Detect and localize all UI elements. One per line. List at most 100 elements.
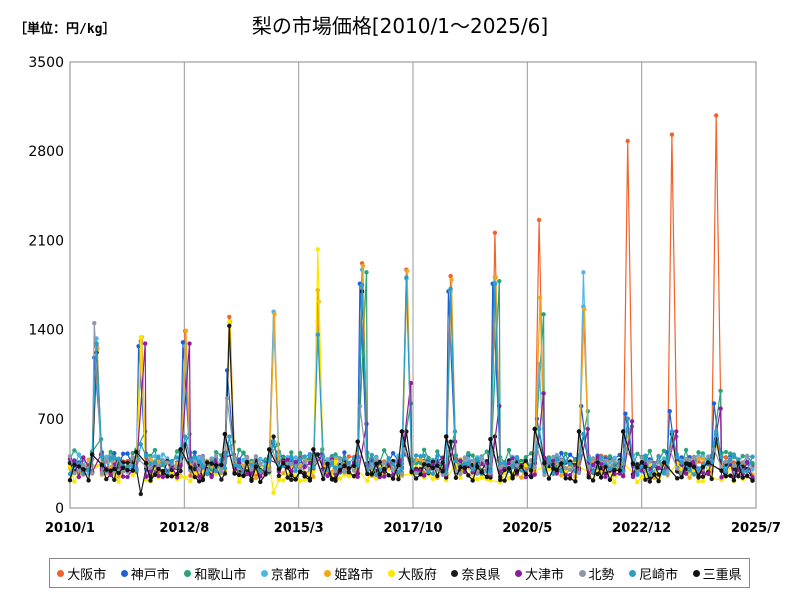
data-point (197, 474, 202, 479)
data-point (421, 453, 427, 458)
data-point (120, 474, 126, 479)
data-point (152, 447, 158, 453)
data-point (99, 470, 105, 476)
legend-marker-icon (260, 569, 268, 577)
data-point (72, 479, 77, 484)
data-point (718, 406, 723, 411)
data-point (458, 458, 463, 463)
data-point (462, 465, 467, 471)
data-point (413, 471, 419, 476)
data-point (377, 459, 382, 465)
data-point (213, 462, 219, 468)
data-point (421, 473, 427, 478)
data-point (213, 468, 219, 474)
data-point (404, 275, 409, 280)
data-point (559, 450, 564, 456)
data-point (444, 434, 449, 439)
data-point (399, 429, 405, 434)
data-point (244, 460, 250, 465)
legend-label: 北勢 (588, 567, 615, 583)
data-point (687, 475, 692, 480)
data-point (687, 457, 692, 463)
data-point (444, 470, 449, 475)
data-point (700, 465, 706, 470)
data-point (72, 448, 77, 453)
data-point (413, 453, 419, 458)
data-point (289, 473, 294, 478)
data-point (728, 457, 733, 462)
data-point (687, 468, 692, 473)
data-point (740, 453, 745, 459)
data-point (502, 460, 507, 466)
data-point (629, 419, 635, 424)
data-point (430, 471, 436, 476)
data-point (687, 462, 692, 468)
data-point (506, 447, 512, 453)
data-point (401, 447, 407, 452)
data-point (188, 458, 193, 463)
data-point (665, 459, 670, 464)
data-point (541, 312, 546, 317)
data-point (590, 478, 596, 483)
data-point (598, 461, 604, 466)
data-point (160, 461, 166, 466)
data-point (744, 473, 750, 478)
data-point (99, 454, 105, 459)
data-point (342, 450, 347, 455)
data-point (551, 471, 556, 477)
data-point (647, 459, 652, 464)
data-point (76, 464, 82, 469)
data-point (532, 465, 537, 470)
data-point (396, 463, 401, 468)
data-point (590, 456, 596, 461)
data-point (108, 456, 113, 461)
data-point (573, 469, 578, 474)
data-point (607, 466, 613, 471)
data-point (355, 439, 360, 444)
data-point (667, 409, 672, 414)
y-tick-label: 700 (37, 412, 64, 428)
data-point (94, 341, 99, 346)
data-point (346, 460, 351, 465)
data-point (374, 457, 379, 462)
data-point (134, 449, 139, 455)
legend: 大阪市 神戸市 和歌山市 京都市 姫路市 大阪府 奈良県 大津市 北勢 尼崎市 三重県 (49, 558, 750, 588)
data-point (669, 132, 675, 137)
legend-item: 三重県 (692, 564, 742, 583)
data-point (104, 476, 109, 482)
data-point (315, 247, 320, 252)
data-point (652, 472, 657, 477)
data-point (241, 473, 246, 479)
data-point (723, 469, 729, 474)
legend-label: 和歌山市 (194, 567, 247, 583)
data-point (253, 464, 259, 469)
data-point (364, 270, 369, 275)
data-point (390, 467, 396, 472)
data-point (72, 471, 77, 476)
data-point (174, 449, 180, 454)
data-point (554, 471, 559, 476)
data-point (148, 478, 153, 483)
data-point (267, 447, 272, 452)
data-point (448, 273, 453, 279)
data-point (152, 472, 158, 477)
data-point (656, 454, 661, 459)
data-point (731, 478, 737, 483)
y-tick-label: 2100 (28, 233, 64, 249)
data-point (696, 466, 701, 471)
grid-layer (183, 62, 643, 508)
data-point (148, 469, 153, 474)
data-point (188, 473, 193, 478)
data-point (679, 460, 684, 465)
data-point (719, 475, 724, 480)
data-point (359, 282, 365, 288)
legend-marker-icon (324, 569, 332, 577)
data-point (81, 467, 86, 472)
data-point (244, 471, 250, 477)
data-point (174, 455, 180, 460)
data-point (586, 465, 591, 470)
data-point (675, 476, 680, 481)
data-point (719, 468, 724, 473)
data-point (165, 460, 170, 465)
data-point (382, 460, 387, 465)
